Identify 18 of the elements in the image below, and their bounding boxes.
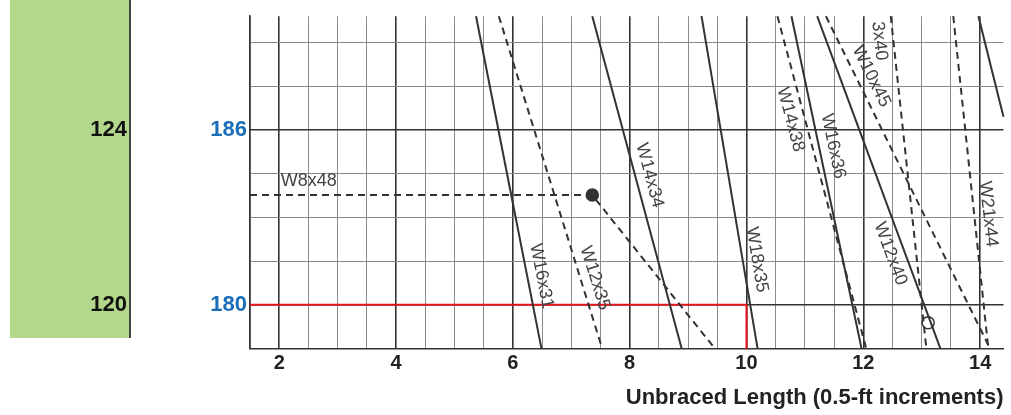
x-tick-label: 6 [507,351,519,374]
y-tick-label: 120 [90,290,128,316]
x-tick-label: 8 [624,351,636,374]
text: W14x34 [632,140,669,210]
y-tick-label: 124 [90,115,128,141]
text: W16x31 [526,241,559,311]
x-axis-title: Unbraced Length (0.5-ft increments) [625,383,1004,409]
x-tick-label: 2 [273,351,285,374]
x-tick-label: 14 [969,351,993,374]
text: W16x36 [817,111,851,181]
x-tick-label: 10 [735,351,758,374]
text: W18x35 [742,225,774,294]
text: W14x38 [773,84,810,154]
text: W21x44 [975,180,1003,248]
y2-tick-label: 180 [210,290,248,316]
y2-tick-label: 186 [210,115,248,141]
x-tick-label: 4 [390,351,403,374]
x-tick-label: 12 [852,351,875,374]
